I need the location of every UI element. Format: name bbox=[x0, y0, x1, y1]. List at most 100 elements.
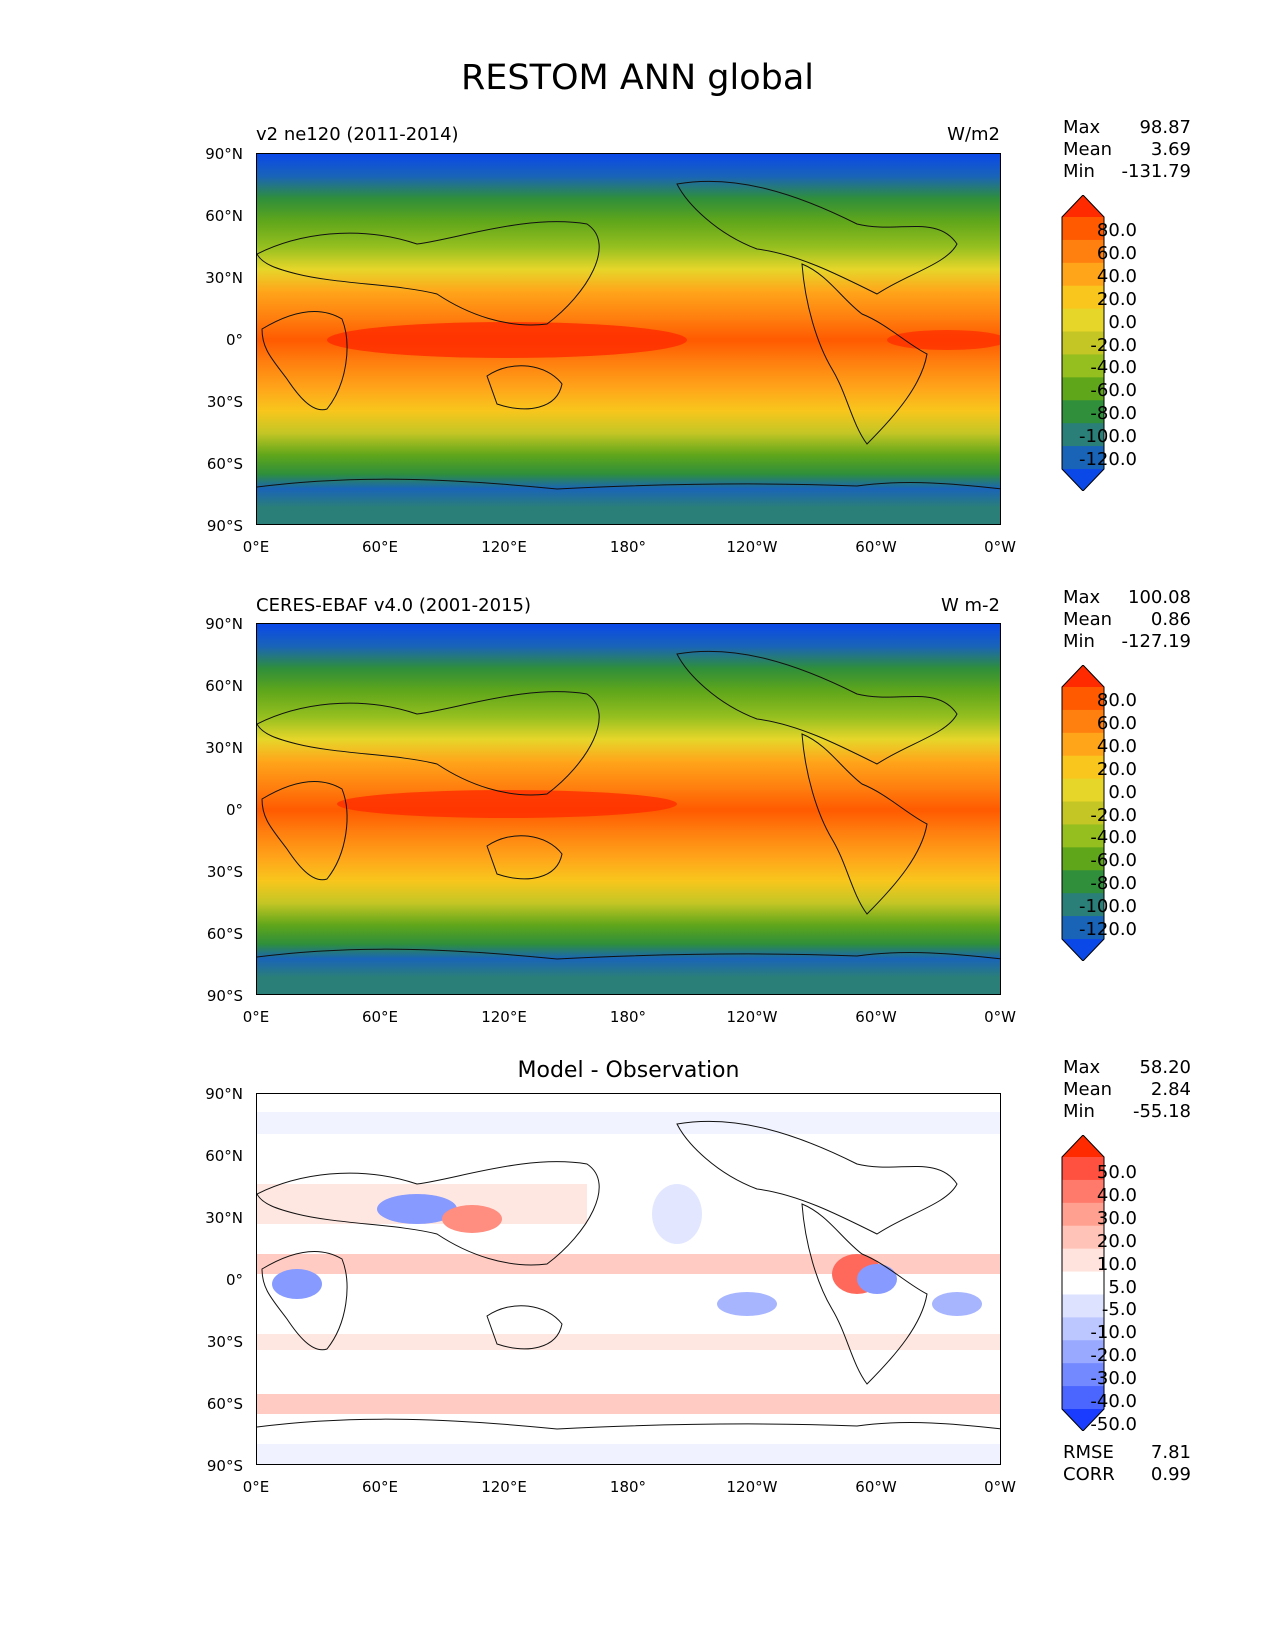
panel-stats: Max 98.87 Mean 3.69 Min -131.79 bbox=[1063, 117, 1191, 183]
map-model bbox=[256, 153, 1001, 525]
lon-tick: 60°E bbox=[361, 1008, 399, 1026]
colorbar-bin bbox=[1062, 217, 1104, 241]
metric-corr: 0.99 bbox=[1150, 1464, 1191, 1485]
colorbar-extend-min bbox=[1062, 469, 1104, 491]
colorbar-bin bbox=[1062, 1294, 1104, 1318]
lat-tick: 30°S bbox=[206, 393, 243, 411]
lon-tick: 0°E bbox=[242, 1008, 270, 1026]
colorbar-tick-label: -20.0 bbox=[1090, 334, 1137, 356]
colorbar-bin bbox=[1062, 331, 1104, 355]
colorbar-outline bbox=[1061, 195, 1105, 491]
stat-max: 98.87 bbox=[1139, 117, 1191, 138]
stat-mean: 3.69 bbox=[1150, 139, 1191, 160]
colorbar-bin bbox=[1062, 377, 1104, 401]
colorbar-bin bbox=[1062, 308, 1104, 333]
colorbar-tick-label: 40.0 bbox=[1096, 735, 1137, 757]
panel-stats: Max 58.20 Mean 2.84 Min -55.18 bbox=[1063, 1057, 1191, 1123]
colorbar-bin bbox=[1062, 1317, 1104, 1341]
lat-tick: 90°S bbox=[206, 1457, 243, 1475]
colorbar-bin bbox=[1062, 778, 1104, 803]
stat-mean: 2.84 bbox=[1150, 1079, 1191, 1100]
colorbar-extend-min bbox=[1062, 939, 1104, 961]
map-difference-field bbox=[257, 1094, 1000, 1464]
lon-tick: 60°E bbox=[361, 1478, 399, 1496]
stat-min: -55.18 bbox=[1132, 1101, 1191, 1122]
lat-tick: 30°S bbox=[206, 1333, 243, 1351]
colorbar-tick-label: -40.0 bbox=[1090, 357, 1137, 379]
metric-label: CORR bbox=[1063, 1464, 1115, 1485]
panel-units: W/m2 bbox=[947, 124, 1000, 145]
lon-tick: 0°W bbox=[984, 1008, 1016, 1026]
lon-tick: 180° bbox=[609, 538, 647, 556]
colorbar-bin bbox=[1062, 916, 1104, 940]
colorbar-bin bbox=[1062, 1340, 1104, 1364]
colorbar-tick-label: 5.0 bbox=[1108, 1276, 1137, 1298]
lat-tick: 60°S bbox=[206, 1395, 243, 1413]
stat-label: Mean bbox=[1063, 1079, 1113, 1100]
lon-tick: 120°W bbox=[726, 1478, 778, 1496]
lat-tick: 90°N bbox=[205, 1085, 243, 1103]
colorbar-tick-label: -20.0 bbox=[1090, 804, 1137, 826]
metric-label: RMSE bbox=[1063, 1442, 1114, 1463]
colorbar-bin bbox=[1062, 847, 1104, 871]
colorbar-tick-label: 0.0 bbox=[1108, 311, 1137, 333]
colorbar-tick-label: 20.0 bbox=[1096, 1230, 1137, 1252]
lon-tick: 120°W bbox=[726, 1008, 778, 1026]
colorbar-tick-label: -50.0 bbox=[1090, 1414, 1137, 1435]
lat-tick: 60°N bbox=[205, 1147, 243, 1165]
colorbar-tick-label: 60.0 bbox=[1096, 712, 1137, 734]
stat-label: Mean bbox=[1063, 139, 1113, 160]
lon-tick: 0°W bbox=[984, 1478, 1016, 1496]
panel-left-title: v2 ne120 (2011-2014) bbox=[256, 124, 459, 145]
lat-tick: 60°S bbox=[206, 455, 243, 473]
lon-tick: 120°E bbox=[481, 538, 527, 556]
colorbar-tick-label: 10.0 bbox=[1096, 1253, 1137, 1275]
lat-tick: 90°N bbox=[205, 145, 243, 163]
lon-tick: 60°W bbox=[855, 1008, 897, 1026]
colorbar-bin bbox=[1062, 893, 1104, 917]
colorbar-bin bbox=[1062, 1225, 1104, 1250]
lat-tick: 30°N bbox=[205, 1209, 243, 1227]
colorbar-extend-min bbox=[1062, 1409, 1104, 1431]
colorbar-bin bbox=[1062, 262, 1104, 287]
lat-tick: 30°N bbox=[205, 269, 243, 287]
lat-tick: 0° bbox=[225, 801, 243, 819]
colorbar-bin bbox=[1062, 801, 1104, 825]
colorbar-tick-label: -10.0 bbox=[1090, 1322, 1137, 1344]
lon-tick: 120°E bbox=[481, 1478, 527, 1496]
colorbar-bin bbox=[1062, 824, 1104, 848]
map-observation bbox=[256, 623, 1001, 995]
colorbar-extend-max bbox=[1062, 195, 1104, 217]
colorbar-tick-label: 60.0 bbox=[1096, 242, 1137, 264]
map-model-field bbox=[257, 154, 1000, 524]
stat-min: -131.79 bbox=[1121, 161, 1191, 182]
stat-mean: 0.86 bbox=[1150, 609, 1191, 630]
panel-stats: Max 100.08 Mean 0.86 Min -127.19 bbox=[1063, 587, 1191, 653]
stat-max: 100.08 bbox=[1128, 587, 1191, 608]
colorbar-bin bbox=[1062, 423, 1104, 447]
colorbar-bin bbox=[1062, 1363, 1104, 1387]
colorbar-tick-label: 80.0 bbox=[1096, 220, 1137, 241]
lat-tick: 30°N bbox=[205, 739, 243, 757]
colorbar-tick-label: 30.0 bbox=[1096, 1207, 1137, 1229]
lon-tick: 60°W bbox=[855, 1478, 897, 1496]
colorbar-bin bbox=[1062, 755, 1104, 780]
colorbar-tick-label: -60.0 bbox=[1090, 380, 1137, 402]
colorbar bbox=[1061, 1135, 1105, 1431]
colorbar-tick-label: 20.0 bbox=[1096, 758, 1137, 780]
colorbar-bin bbox=[1062, 400, 1104, 424]
lon-tick: 180° bbox=[609, 1008, 647, 1026]
colorbar-tick-label: -80.0 bbox=[1090, 403, 1137, 425]
colorbar-tick-label: 80.0 bbox=[1096, 690, 1137, 711]
lat-tick: 60°N bbox=[205, 207, 243, 225]
lat-tick: 90°N bbox=[205, 615, 243, 633]
lat-tick: 0° bbox=[225, 1271, 243, 1289]
colorbar-bin bbox=[1062, 1157, 1104, 1181]
panel-metrics: RMSE 7.81 CORR 0.99 bbox=[1063, 1442, 1191, 1486]
stat-label: Min bbox=[1063, 161, 1095, 182]
colorbar-bin bbox=[1062, 709, 1104, 734]
colorbar-tick-label: -100.0 bbox=[1078, 896, 1137, 918]
metric-rmse: 7.81 bbox=[1150, 1442, 1191, 1463]
colorbar-tick-label: 40.0 bbox=[1096, 1184, 1137, 1206]
colorbar-bin bbox=[1062, 1386, 1104, 1410]
